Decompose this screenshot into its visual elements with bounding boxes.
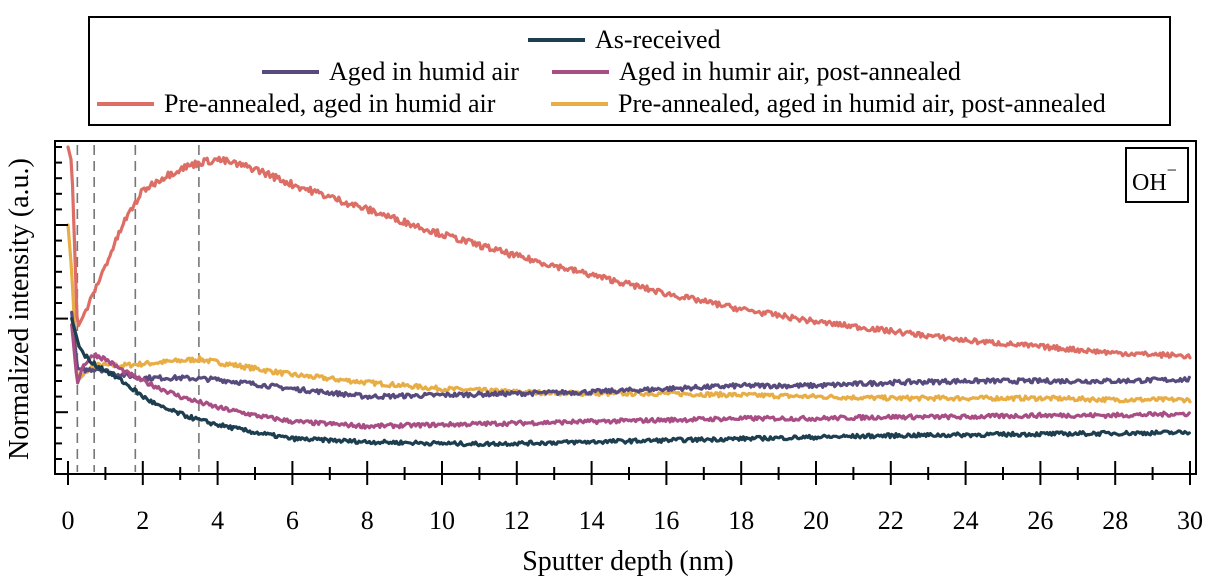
- annotation-text: OH−: [1132, 160, 1177, 196]
- x-tick-label: 16: [653, 506, 679, 535]
- x-tick-label: 22: [878, 506, 904, 535]
- x-tick-label: 24: [953, 506, 979, 535]
- series-lines: [66, 145, 1192, 448]
- x-tick-label: 8: [361, 506, 374, 535]
- series-line-3: [66, 145, 1192, 360]
- x-tick-label: 30: [1177, 506, 1203, 535]
- x-axis-label: Sputter depth (nm): [522, 546, 734, 577]
- x-tick-label: 28: [1102, 506, 1128, 535]
- annotation: OH−: [1125, 147, 1189, 203]
- legend-label-0: As-received: [595, 25, 721, 54]
- x-tick-label: 12: [504, 506, 530, 535]
- legend-label-4: Pre-annealed, aged in humid air, post-an…: [618, 89, 1106, 118]
- x-axis: 0 2 4 6 8 10 12 14 16 18 20 22 24 26 28 30: [62, 461, 1203, 535]
- legend: As-received Aged in humid air Aged in humi…: [88, 16, 1171, 126]
- series-line-2: [70, 323, 1191, 430]
- x-tick-label: 10: [429, 506, 455, 535]
- x-tick-label: 18: [728, 506, 754, 535]
- y-axis-label: Normalized intensity (a.u.): [4, 158, 35, 460]
- y-axis-ticks: [55, 146, 68, 460]
- series-line-1: [70, 310, 1191, 400]
- series-line-0: [70, 317, 1191, 448]
- plot-area: 0 2 4 6 8 10 12 14 16 18 20 22 24 26 28 30: [54, 140, 1203, 535]
- x-tick-label: 20: [803, 506, 829, 535]
- x-tick-label: 0: [62, 506, 75, 535]
- x-tick-label: 2: [136, 506, 149, 535]
- legend-label-3: Pre-annealed, aged in humid air: [164, 89, 496, 118]
- annotation-box: [1125, 147, 1189, 203]
- legend-label-1: Aged in humid air: [329, 57, 519, 86]
- x-tick-label: 14: [579, 506, 605, 535]
- x-tick-label: 26: [1027, 506, 1053, 535]
- x-tick-label: 4: [211, 506, 224, 535]
- x-tick-label: 6: [286, 506, 299, 535]
- legend-label-2: Aged in humir air, post-annealed: [619, 57, 961, 86]
